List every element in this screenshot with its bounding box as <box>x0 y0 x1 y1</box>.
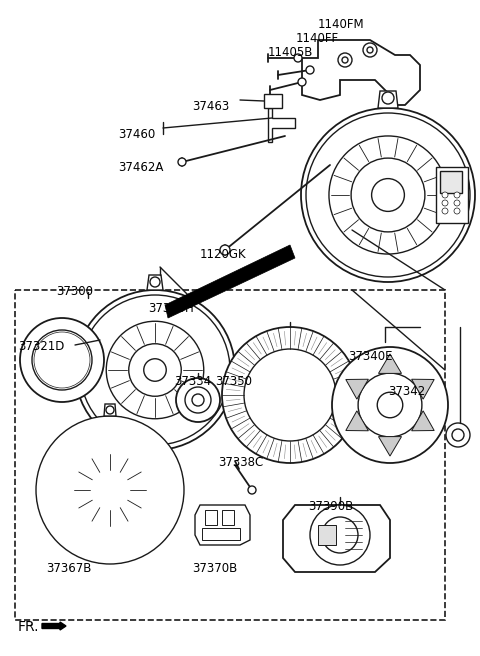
Circle shape <box>306 66 314 74</box>
Text: 37300: 37300 <box>56 285 93 298</box>
Circle shape <box>294 54 302 62</box>
Circle shape <box>306 113 470 277</box>
Text: 11405B: 11405B <box>268 46 313 59</box>
Polygon shape <box>379 437 401 456</box>
Circle shape <box>322 517 358 553</box>
Circle shape <box>372 178 404 211</box>
Circle shape <box>150 277 160 287</box>
Polygon shape <box>165 245 295 318</box>
Circle shape <box>367 47 373 53</box>
Circle shape <box>248 486 256 494</box>
Circle shape <box>358 373 422 437</box>
Circle shape <box>176 378 220 422</box>
Circle shape <box>298 78 306 86</box>
Circle shape <box>442 200 448 206</box>
Circle shape <box>244 349 336 441</box>
Text: 37342: 37342 <box>388 385 425 398</box>
Circle shape <box>442 208 448 214</box>
Circle shape <box>80 295 230 445</box>
Circle shape <box>446 423 470 447</box>
Circle shape <box>36 416 184 564</box>
Circle shape <box>32 330 92 390</box>
Circle shape <box>222 327 358 463</box>
Text: 37338C: 37338C <box>218 456 263 469</box>
Circle shape <box>452 429 464 441</box>
Polygon shape <box>283 505 390 572</box>
Bar <box>264 94 282 108</box>
Text: 37340E: 37340E <box>348 350 393 363</box>
Circle shape <box>220 245 230 255</box>
Circle shape <box>91 471 129 509</box>
Circle shape <box>185 387 211 413</box>
Bar <box>205 510 217 525</box>
Text: 1140FM: 1140FM <box>318 18 365 31</box>
Circle shape <box>329 136 447 254</box>
Polygon shape <box>379 354 401 373</box>
Circle shape <box>351 158 425 232</box>
Circle shape <box>178 158 186 166</box>
Bar <box>318 525 336 545</box>
Circle shape <box>37 335 87 385</box>
Circle shape <box>338 53 352 67</box>
Circle shape <box>454 200 460 206</box>
Circle shape <box>106 321 204 419</box>
Text: 37334: 37334 <box>174 375 211 388</box>
Bar <box>222 510 234 525</box>
Bar <box>440 171 462 193</box>
FancyArrow shape <box>42 622 66 630</box>
Text: 37462A: 37462A <box>118 161 163 174</box>
Bar <box>15 290 445 620</box>
Polygon shape <box>346 379 368 399</box>
Circle shape <box>129 344 181 396</box>
Polygon shape <box>268 108 295 142</box>
Circle shape <box>332 347 448 463</box>
Circle shape <box>382 92 394 104</box>
Circle shape <box>106 406 114 414</box>
Circle shape <box>310 505 370 565</box>
Polygon shape <box>412 379 434 399</box>
Bar <box>436 167 468 223</box>
Polygon shape <box>302 40 420 105</box>
Circle shape <box>301 108 475 282</box>
Circle shape <box>144 359 166 381</box>
Text: FR.: FR. <box>18 620 39 634</box>
Circle shape <box>72 453 147 527</box>
Polygon shape <box>195 505 250 545</box>
Text: 37460: 37460 <box>118 128 155 141</box>
Bar <box>202 528 240 540</box>
Circle shape <box>454 208 460 214</box>
Circle shape <box>377 392 403 418</box>
Circle shape <box>40 338 84 382</box>
Polygon shape <box>378 91 398 108</box>
Text: 37463: 37463 <box>192 100 229 113</box>
Polygon shape <box>346 411 368 431</box>
Circle shape <box>46 344 78 376</box>
Text: 37370B: 37370B <box>192 562 237 575</box>
Circle shape <box>192 394 204 406</box>
Polygon shape <box>104 404 116 416</box>
Text: 37330H: 37330H <box>148 302 194 315</box>
Circle shape <box>342 57 348 63</box>
Circle shape <box>454 192 460 198</box>
Circle shape <box>34 332 90 388</box>
Circle shape <box>20 318 104 402</box>
Text: 37367B: 37367B <box>46 562 91 575</box>
Circle shape <box>42 422 178 558</box>
Polygon shape <box>412 411 434 431</box>
Text: 37390B: 37390B <box>308 500 353 513</box>
Circle shape <box>75 290 235 450</box>
Polygon shape <box>147 275 163 290</box>
Circle shape <box>363 43 377 57</box>
Text: 1140FF: 1140FF <box>296 32 339 45</box>
Circle shape <box>56 436 164 544</box>
Text: 1120GK: 1120GK <box>200 248 247 261</box>
Text: 37350: 37350 <box>215 375 252 388</box>
Text: 37321D: 37321D <box>18 340 64 353</box>
Circle shape <box>442 192 448 198</box>
